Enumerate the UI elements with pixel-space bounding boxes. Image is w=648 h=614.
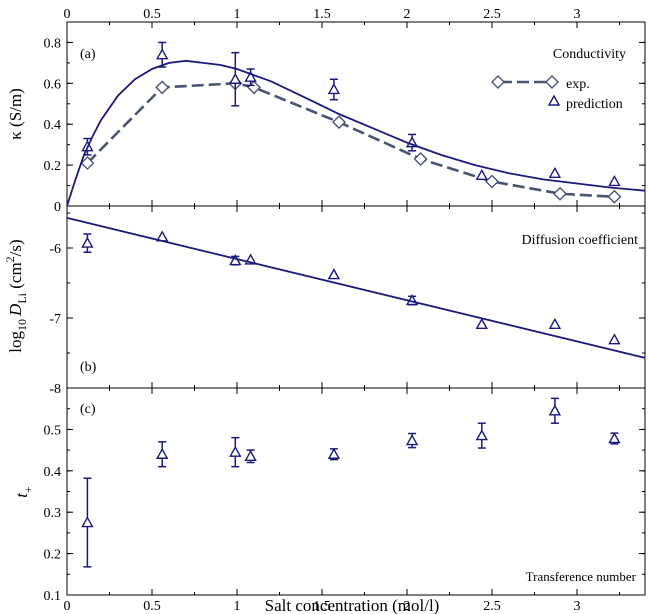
legend-prediction-label: prediction — [566, 97, 623, 112]
panel-c-xtick-label: 2.5 — [483, 599, 501, 614]
panel-c-data-point — [608, 432, 621, 444]
panel-a-data-point — [156, 48, 169, 60]
panel-c-data-point — [475, 429, 488, 441]
panel-a-model-curve — [66, 59, 646, 207]
panel-c-data-point — [327, 447, 341, 459]
panel-b-data-point — [548, 317, 562, 329]
panel-c-data-point — [548, 404, 562, 416]
panel-b-ytick-label: -7 — [49, 312, 61, 327]
top-xtick-label: 1 — [234, 7, 241, 22]
panel-a-exp-point — [607, 189, 622, 204]
panel-a-data-point — [475, 168, 488, 181]
top-xtick-label: 3 — [574, 7, 581, 22]
panel-c-xtick-label: 3 — [574, 599, 581, 614]
panel-a-data-point — [244, 70, 257, 82]
legend-prediction-marker — [547, 94, 561, 106]
panel-a-exp-point — [155, 80, 170, 95]
panel-c-ytick-label: 0.3 — [44, 506, 62, 521]
top-xtick-label: 0.5 — [143, 7, 161, 22]
legend-exp-marker-left — [491, 75, 505, 89]
panel-a-data-point — [229, 72, 242, 84]
panel-c-ytick-label: 0.2 — [44, 548, 62, 563]
panel-c-xtick-label: 0.5 — [143, 599, 161, 614]
panel-a-exp-point — [80, 156, 95, 171]
panel-a-data-point — [548, 166, 562, 178]
panel-c-ylabel: t+ — [12, 486, 35, 498]
legend: exp. prediction — [491, 75, 623, 112]
panel-c-data-point — [81, 516, 94, 528]
legend-exp-label: exp. — [566, 77, 590, 92]
panel-a-data-point — [608, 175, 621, 187]
panel-c-xtick-label: 1.5 — [313, 599, 331, 614]
panel-a-data-point — [327, 83, 341, 95]
panel-a-ytick-label: 0 — [54, 200, 61, 215]
panel-c-data-point — [244, 449, 257, 462]
panel-b-model-curve — [66, 217, 646, 359]
panel-c-title: Transference number — [526, 569, 637, 584]
panel-b-data-point — [327, 268, 341, 280]
panel-a: 0 0.2 0.4 0.6 0.8 — [44, 21, 646, 215]
panel-a-label: (a) — [80, 47, 96, 62]
panel-a-ytick-label: 0.6 — [44, 77, 62, 92]
panel-a-exp-point — [332, 115, 346, 130]
top-xtick-label: 1.5 — [313, 7, 331, 22]
panel-b-data-point — [475, 317, 488, 329]
panel-b: -8 -7 -6 — [49, 206, 646, 397]
panel-c-label: (c) — [80, 402, 96, 417]
legend-exp-marker-right — [545, 75, 559, 89]
panel-c-ytick-label: 0.4 — [44, 465, 62, 480]
panel-c-xtick-label: 2 — [404, 599, 411, 614]
panel-a-ytick-label: 0.8 — [44, 36, 62, 51]
panel-c-ytick-label: 0.5 — [44, 423, 62, 438]
panel-c-data-point — [156, 447, 169, 459]
panel-c-data-point — [229, 445, 242, 457]
panel-c-xtick-label: 0 — [64, 599, 71, 614]
panel-c: 0.1 0.2 0.3 0.4 0.5 0 0.5 1 1.5 2 2.5 3 — [44, 387, 645, 614]
top-xtick-label: 2 — [404, 7, 411, 22]
panel-a-exp-point — [553, 186, 567, 201]
panel-a-ylabel: κ (S/m) — [6, 88, 25, 140]
panel-a-exp-point — [413, 151, 428, 166]
panel-c-ytick-label: 0.1 — [44, 589, 62, 604]
panel-b-label: (b) — [80, 360, 97, 375]
panel-a-title: Conductivity — [553, 47, 626, 62]
panel-b-ytick-label: -8 — [49, 382, 61, 397]
panel-c-data-point — [405, 434, 419, 446]
panel-a-ytick-label: 0.4 — [44, 118, 62, 133]
panel-b-data-point — [608, 333, 621, 345]
panel-b-ytick-label: -6 — [49, 242, 61, 257]
top-xtick-label: 2.5 — [483, 7, 501, 22]
panel-a-exp-point — [247, 80, 261, 95]
top-xtick-label: 0 — [64, 7, 71, 22]
panel-b-data-point — [81, 236, 94, 248]
panel-a-ytick-label: 0.2 — [44, 159, 62, 174]
panel-b-ylabel: log10DLi (cm2/s) — [3, 239, 29, 352]
panel-a-exp-line — [86, 81, 615, 199]
panel-b-title: Diffusion coefficient — [521, 233, 638, 248]
panel-c-frame — [66, 387, 646, 596]
x-axis-label: Salt concentration (mol/l) — [265, 596, 440, 614]
top-x-tick-labels: 0 0.5 1 1.5 2 2.5 3 — [64, 7, 581, 22]
panel-a-exp-point — [485, 174, 499, 189]
panel-c-xtick-label: 1 — [234, 599, 241, 614]
